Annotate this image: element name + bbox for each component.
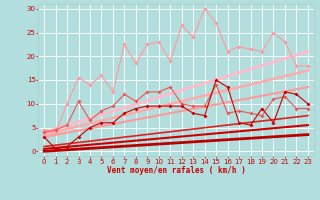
X-axis label: Vent moyen/en rafales ( km/h ): Vent moyen/en rafales ( km/h ) bbox=[107, 166, 245, 175]
